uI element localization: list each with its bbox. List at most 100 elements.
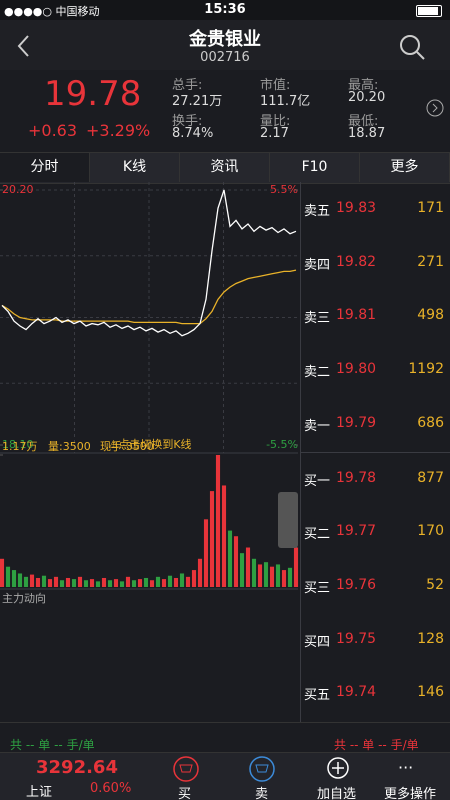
book-price: 19.83	[336, 200, 377, 216]
search-button[interactable]	[398, 33, 426, 61]
outflow-summary: 共 -- 单 -- 手/单	[10, 738, 95, 752]
more-icon[interactable]: ···	[398, 758, 414, 777]
volume-bar	[101, 577, 107, 587]
stock-code: 002716	[200, 50, 250, 65]
divider	[300, 452, 450, 453]
sell-icon[interactable]	[248, 755, 276, 783]
y-tick-label: 18.10	[2, 438, 34, 451]
tab[interactable]: F10	[270, 153, 360, 182]
book-level: 卖二	[304, 365, 331, 381]
volume-bar	[269, 566, 275, 587]
book-qty: 271	[417, 253, 444, 270]
volume-bar	[149, 580, 155, 587]
stat-label: 最高:	[348, 78, 379, 93]
pct-tick-label: -5.5%	[266, 438, 298, 451]
book-price: 19.80	[336, 361, 377, 378]
tab-active[interactable]: 分时	[0, 153, 90, 182]
volume-bar	[0, 558, 5, 587]
watch-button[interactable]: 加自选	[317, 787, 357, 800]
bottom-bar	[0, 752, 450, 800]
last-price: 19.78	[44, 74, 142, 114]
main-force-label: 主力动向	[2, 591, 46, 605]
volume-bar	[173, 577, 179, 587]
index-name[interactable]: 上证	[26, 785, 53, 800]
volume-bar	[65, 577, 71, 587]
book-price: 19.76	[336, 576, 377, 593]
book-level: 买四	[304, 634, 331, 650]
book-qty: 877	[417, 469, 444, 486]
volume-bar	[227, 530, 233, 587]
volume-bar	[191, 570, 197, 587]
stat-label: 最低:	[348, 114, 379, 129]
volume-bar	[53, 576, 59, 587]
watch-icon[interactable]	[326, 756, 350, 780]
volume-bar	[239, 553, 245, 587]
volume-bar	[161, 579, 167, 587]
book-qty: 1192	[408, 361, 444, 378]
book-qty: 171	[417, 200, 444, 216]
volume-bar	[155, 576, 161, 587]
buy-icon[interactable]	[172, 755, 200, 783]
book-qty: 498	[417, 307, 444, 324]
volume-bar	[179, 573, 185, 587]
volume-label: 量:3500	[48, 440, 91, 453]
volume-bar	[281, 570, 287, 587]
volume-bar	[257, 564, 263, 587]
book-price: 19.79	[336, 414, 377, 431]
clock: 15:36	[204, 2, 246, 17]
stat-label: 总手:	[172, 78, 203, 93]
sell-button[interactable]: 卖	[255, 787, 269, 800]
volume-bar	[113, 579, 119, 587]
side-toggle[interactable]	[278, 492, 298, 548]
back-button[interactable]	[16, 34, 32, 58]
index-value[interactable]: 3292.64	[36, 757, 118, 778]
book-price: 19.78	[336, 469, 377, 486]
book-level: 卖五	[304, 204, 331, 219]
buy-button[interactable]: 买	[178, 787, 192, 800]
book-qty: 686	[417, 414, 444, 431]
volume-bar	[41, 575, 47, 587]
volume-bar	[95, 581, 101, 587]
price-change: +0.63	[28, 121, 78, 140]
volume-bar	[167, 575, 173, 587]
volume-bar	[11, 570, 17, 587]
volume-bar	[209, 491, 215, 587]
volume-bar	[233, 536, 239, 587]
volume-bar	[107, 580, 113, 587]
change-percent: +3.29%	[86, 121, 151, 140]
book-level: 买一	[304, 473, 331, 489]
volume-bar	[17, 573, 23, 587]
volume-bar	[29, 574, 35, 587]
volume-bar	[245, 547, 251, 587]
summary-bar	[0, 722, 450, 753]
carrier: ●●●●○ 中国移动	[4, 5, 100, 18]
book-qty: 52	[426, 576, 444, 593]
book-level: 买三	[304, 580, 331, 596]
volume-bar	[47, 579, 53, 587]
volume-bar	[293, 547, 299, 587]
y-tick-label: 20.20	[2, 183, 34, 196]
hint: ⚠点击切换到K线	[108, 437, 191, 451]
stat-value: 8.74%	[172, 126, 214, 141]
book-price: 19.75	[336, 630, 377, 647]
volume-bar	[137, 579, 143, 587]
book-level: 买二	[304, 527, 331, 543]
inflow-summary: 共 -- 单 -- 手/单	[334, 738, 419, 752]
header	[0, 20, 450, 70]
stock-name: 金贵银业	[189, 29, 261, 50]
volume-bar	[203, 519, 209, 587]
expand-button[interactable]	[426, 99, 444, 117]
volume-bar	[275, 564, 281, 587]
tab[interactable]: K线	[90, 153, 180, 182]
tab[interactable]: 更多	[360, 153, 450, 182]
book-level: 买五	[304, 688, 331, 704]
tab[interactable]: 资讯	[180, 153, 270, 182]
more-button[interactable]: 更多操作	[384, 787, 437, 800]
volume-bar	[35, 577, 41, 587]
stat-value: 2.17	[260, 126, 289, 141]
stat-value: 20.20	[348, 90, 386, 105]
volume-bar	[5, 566, 11, 587]
book-qty: 170	[417, 523, 444, 540]
index-percent[interactable]: 0.60%	[90, 781, 132, 796]
